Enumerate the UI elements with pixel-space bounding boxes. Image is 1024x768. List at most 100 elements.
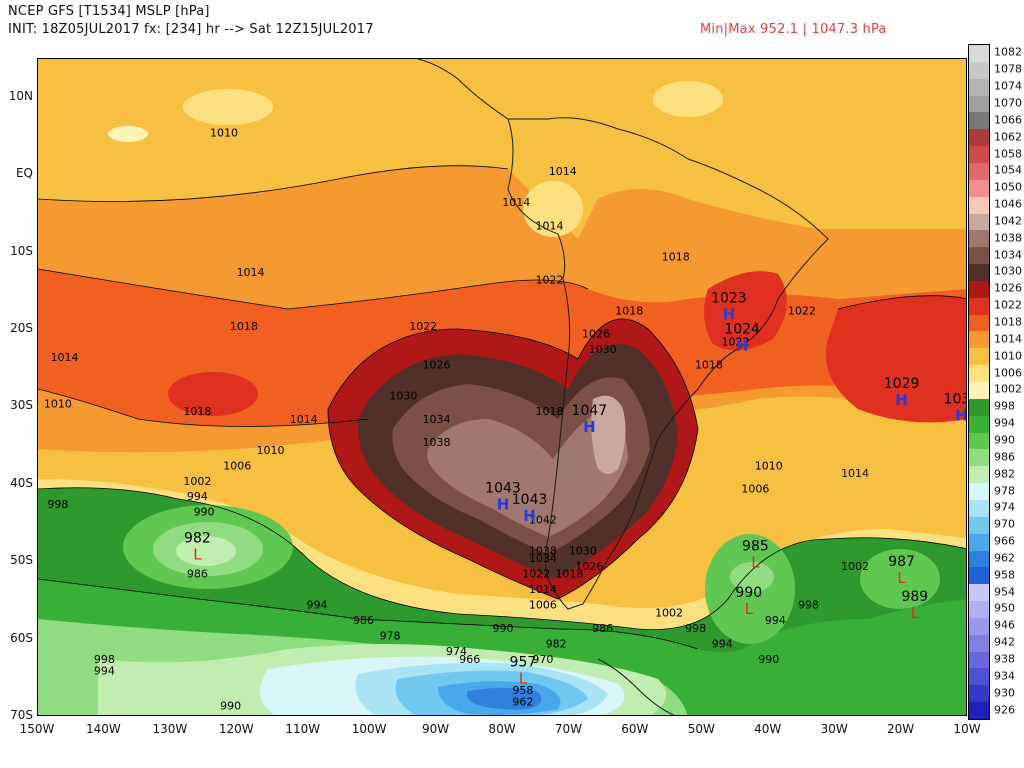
colorbar-swatch [969,432,989,450]
colorbar-swatch [969,179,989,198]
colorbar-swatch [969,264,989,282]
colorbar-label: 1018 [994,315,1022,329]
low-center-marker: L [519,670,528,688]
high-center-value: 1043 [485,480,521,496]
low-center-marker: L [911,604,920,622]
colorbar-swatch [969,95,989,113]
isobar-label: 1018 [230,320,258,333]
isobar-label: 998 [94,653,115,666]
colorbar-swatch [969,382,989,400]
isobar-label: 1014 [536,219,564,232]
low-center-value: 987 [888,554,915,570]
isobar-label: 1018 [536,405,564,418]
field-982-pacific-low [176,536,236,566]
isobar-label: 1030 [569,544,597,557]
isobar-label: 966 [459,653,480,666]
isobar-label: 1030 [389,390,417,403]
colorbar-swatch [969,601,989,619]
colorbar-label: 1026 [994,281,1022,295]
isobar-label: 1010 [210,126,238,139]
colorbar-swatch [969,365,989,383]
field-1026-east [826,295,966,423]
isobar-label: 1002 [183,475,211,488]
isobar-label: 1026 [575,560,603,573]
isobar-label: 962 [512,695,533,708]
colorbar-label: 1038 [994,231,1022,245]
isobar-label: 1018 [695,359,723,372]
colorbar-label: 994 [994,416,1015,430]
high-center-marker: H [583,418,596,436]
colorbar-label: 978 [994,484,1015,498]
isobar-label: 998 [685,622,706,635]
lon-tick-label: 20W [886,722,915,736]
colorbar-swatch [969,129,989,147]
isobar-label: 1042 [529,513,557,526]
lon-tick-label: 140W [86,722,121,736]
colorbar-label: 958 [994,568,1015,582]
isobar-label: 994 [94,664,115,677]
isobar-label: 1026 [582,328,610,341]
colorbar-label: 998 [994,399,1015,413]
isobar-label: 986 [592,622,613,635]
colorbar-label: 1050 [994,180,1022,194]
colorbar-swatch [969,213,989,231]
colorbar-swatch [969,634,989,653]
isobar-label: 1022 [409,320,437,333]
isobar-line [38,165,509,202]
pressure-map[interactable]: 1010 1014 1014 1014 1018 1014 1022 1018 1022 1022… [37,58,967,716]
colorbar-swatch [969,196,989,214]
high-center-marker: H [723,306,736,324]
isobar-label: 1010 [44,397,72,410]
colorbar-label: 1030 [994,264,1022,278]
lat-tick-label: 10N [8,88,33,103]
isobar-label: 1006 [529,599,557,612]
isobar-label: 1034 [423,413,451,426]
colorbar-swatch [969,78,989,97]
colorbar-swatch [969,230,989,248]
colorbar-swatch [969,499,989,518]
colorbar-label: 974 [994,500,1015,514]
isobar-label: 1022 [788,304,816,317]
low-center-value: 982 [184,531,211,547]
isobar-label: 1010 [755,459,783,472]
field-1022-brazil [704,271,787,351]
isobar-label: 1010 [257,444,285,457]
colorbar-label: 930 [994,686,1015,700]
lon-tick-label: 110W [285,722,321,736]
lon-tick-label: 50W [687,722,715,736]
low-center-marker: L [745,600,754,618]
colorbar-label: 1042 [994,214,1022,228]
isobar-label: 1034 [529,552,557,565]
isobar-label: 1014 [237,266,265,279]
colorbar-label: 982 [994,467,1015,481]
isobar-line [38,578,699,650]
colorbar-swatch [969,112,989,130]
lon-tick-label: 150W [19,722,55,736]
colorbar-label: 954 [994,585,1015,599]
isobar-line [327,318,699,600]
field-990-east-low [860,549,940,609]
coastline-antarctic-peninsula [597,658,675,715]
colorbar-label: 1034 [994,248,1022,262]
field-962 [466,687,542,710]
colorbar-label: 966 [994,534,1015,548]
isobar-label: 970 [532,653,553,666]
colorbar-label: 1006 [994,366,1022,380]
chart-title: NCEP GFS [T1534] MSLP [hPa] [8,4,210,19]
isobar-label: 990 [758,653,779,666]
isobar-label: 1030 [589,343,617,356]
isobar-label: 998 [798,599,819,612]
colorbar-swatch [969,280,989,299]
field-1046 [591,395,626,474]
colorbar-label: 986 [994,450,1015,464]
isobar-label: 990 [493,622,514,635]
field-1010-tropics-2 [653,81,723,117]
colorbar-label: 1078 [994,62,1022,76]
colorbar-label: 946 [994,618,1015,632]
colorbar-swatch [969,483,989,501]
init-forecast-line: INIT: 18Z05JUL2017 fx: [234] hr --> Sat … [8,22,374,37]
colorbar-label: 942 [994,635,1015,649]
colorbar-label: 938 [994,652,1015,666]
lat-tick-label: 30S [10,398,33,413]
colorbar-label: 1070 [994,96,1022,110]
